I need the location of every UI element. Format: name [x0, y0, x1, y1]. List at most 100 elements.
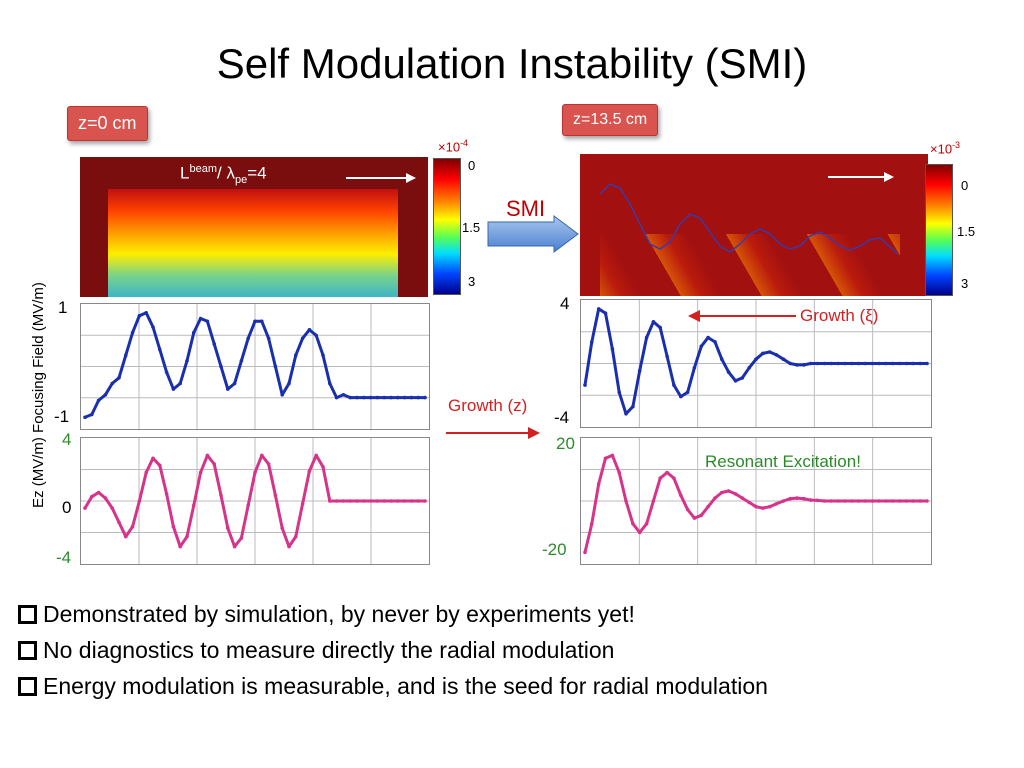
beam-sub: pe	[234, 174, 248, 187]
data-point	[402, 395, 407, 400]
data-point	[925, 499, 929, 503]
data-point	[130, 524, 135, 529]
data-point	[232, 544, 237, 549]
data-point	[925, 361, 929, 366]
data-point	[802, 496, 806, 501]
data-point	[423, 395, 427, 400]
checkbox-icon	[18, 676, 37, 696]
data-point	[747, 366, 751, 370]
plot-ez-z0	[80, 437, 430, 565]
ez-z0-svg	[81, 438, 429, 564]
data-point	[83, 415, 87, 420]
data-point	[884, 361, 888, 366]
slide-title: Self Modulation Instability (SMI)	[216, 40, 808, 87]
ytick-p2-top: 4	[62, 430, 72, 449]
data-point	[382, 499, 387, 503]
data-point	[287, 544, 291, 549]
data-point	[164, 492, 169, 496]
data-point	[192, 330, 196, 335]
data-point	[713, 496, 717, 500]
data-point	[178, 381, 182, 386]
data-point	[334, 395, 339, 400]
data-point	[733, 379, 738, 383]
data-point	[260, 319, 264, 324]
data-point	[815, 361, 820, 366]
data-point	[239, 359, 244, 363]
data-point	[624, 499, 628, 503]
data-point	[788, 496, 792, 501]
data-point	[362, 499, 366, 503]
data-point	[328, 381, 332, 386]
data-point	[644, 335, 649, 340]
data-point	[110, 381, 114, 386]
data-point	[733, 492, 738, 496]
data-point	[891, 361, 895, 366]
data-point	[280, 526, 284, 530]
data-point	[679, 394, 683, 399]
beam-density	[108, 189, 398, 297]
data-point	[409, 499, 414, 503]
ytick-p1-top: 1	[58, 298, 68, 317]
data-point	[672, 476, 676, 480]
data-point	[692, 366, 697, 370]
data-point	[117, 520, 121, 525]
data-point	[617, 470, 621, 475]
data-point	[375, 395, 380, 400]
data-point	[389, 499, 393, 503]
direction-arrow-right	[599, 172, 899, 255]
data-point	[590, 340, 594, 344]
bullet-item-3: Energy modulation is measurable, and is …	[18, 668, 1008, 704]
data-point	[328, 499, 332, 503]
data-point	[205, 319, 210, 324]
data-point	[699, 344, 704, 349]
data-point	[596, 307, 601, 311]
data-point	[815, 498, 820, 503]
data-point	[610, 453, 615, 458]
data-point	[904, 499, 909, 503]
beam-end: =4	[247, 163, 267, 183]
data-point	[219, 364, 223, 369]
data-point	[307, 328, 312, 332]
data-point	[590, 522, 594, 526]
bullet-item-1: Demonstrated by simulation, by never by …	[18, 596, 1008, 632]
data-point	[137, 313, 142, 318]
data-point	[829, 361, 833, 366]
heatmap-z135	[580, 154, 928, 296]
cb-left-tick-2: 3	[468, 274, 476, 289]
data-point	[767, 350, 772, 354]
data-point	[300, 502, 305, 506]
ytick-p1-bottom: -1	[54, 407, 70, 426]
data-point	[144, 470, 148, 475]
data-point	[341, 499, 346, 503]
data-point	[706, 335, 710, 340]
data-point	[911, 361, 916, 366]
growth-z-arrow-icon	[446, 427, 540, 439]
data-point	[672, 383, 676, 387]
plot-focusing-z135	[580, 299, 932, 428]
ytick-p2-bottom: -4	[56, 548, 72, 567]
data-point	[863, 361, 868, 366]
data-point	[409, 395, 414, 400]
data-point	[124, 353, 128, 357]
data-point	[904, 361, 909, 366]
focusing-field-z0-svg	[81, 304, 429, 429]
data-point	[192, 503, 196, 508]
data-point	[583, 383, 587, 387]
data-point	[610, 347, 615, 351]
ytick-p3-bottom: -4	[554, 408, 570, 427]
cb-left-pow: -4	[460, 138, 469, 148]
data-point	[294, 534, 298, 539]
cb-right-base: ×10	[930, 141, 953, 157]
data-point	[158, 463, 162, 468]
data-point	[144, 311, 148, 315]
data-point	[130, 330, 135, 335]
data-point	[260, 453, 264, 458]
data-point	[754, 504, 758, 509]
data-point	[891, 499, 895, 503]
data-point	[212, 462, 216, 466]
data-point	[96, 398, 101, 403]
bullet-text-2: No diagnostics to measure directly the r…	[43, 637, 615, 663]
cb-right-tick-2: 3	[961, 276, 969, 291]
cb-left-tick-1: 1.5	[462, 220, 481, 235]
data-point	[897, 361, 902, 366]
